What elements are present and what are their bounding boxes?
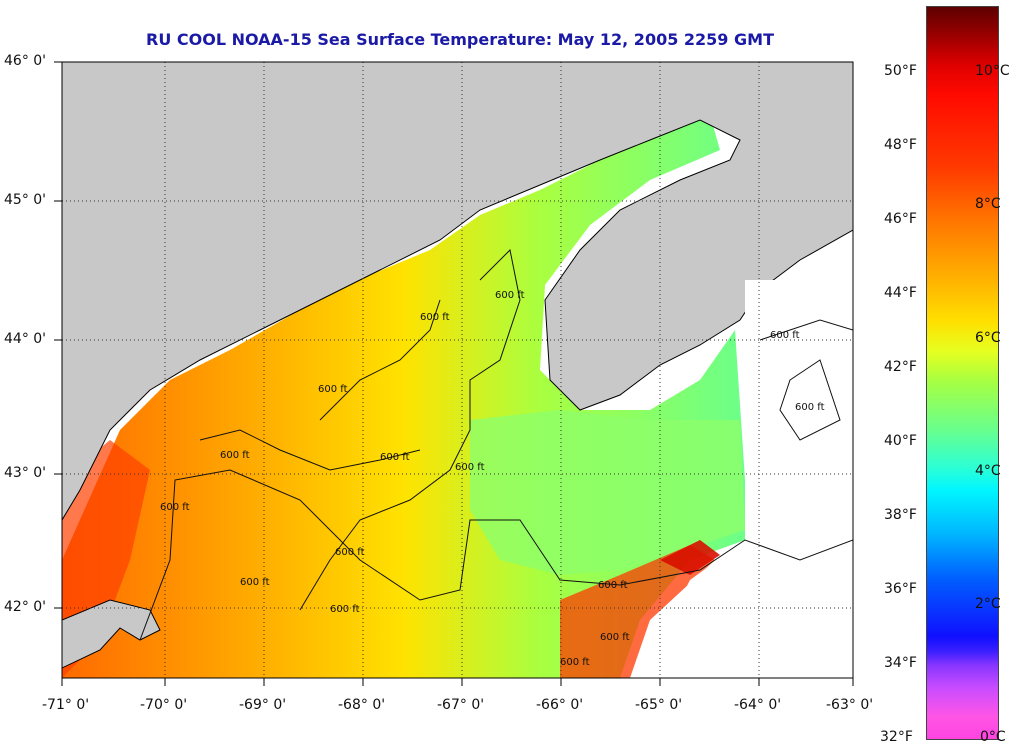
lon-label: -64° 0' bbox=[734, 697, 782, 713]
colorbar-c-label: 10°C bbox=[975, 63, 1010, 79]
contour-label: 600 ft bbox=[600, 632, 630, 643]
contour-label: 600 ft bbox=[160, 502, 190, 513]
contour-label: 600 ft bbox=[220, 450, 250, 461]
contour-label: 600 ft bbox=[560, 657, 590, 668]
lon-label: -66° 0' bbox=[536, 697, 584, 713]
map-border bbox=[61, 61, 854, 679]
contour-label: 600 ft bbox=[770, 330, 800, 341]
map-title: RU COOL NOAA-15 Sea Surface Temperature:… bbox=[146, 30, 774, 49]
lat-label-42: 42° 0' bbox=[4, 599, 47, 615]
sst-map: 600 ft 600 ft 600 ft 600 ft 600 ft 600 f… bbox=[54, 61, 854, 686]
graticule bbox=[62, 62, 853, 678]
contour-label: 600 ft bbox=[795, 402, 825, 413]
contour-label: 600 ft bbox=[495, 290, 525, 301]
contour-label: 600 ft bbox=[318, 384, 348, 395]
lon-label: -67° 0' bbox=[437, 697, 485, 713]
colorbar-c-label: 0°C bbox=[980, 729, 1006, 745]
colorbar-f-label: 34°F bbox=[884, 655, 917, 671]
colorbar-f-label: 50°F bbox=[884, 63, 917, 79]
colorbar-f-label: 36°F bbox=[884, 581, 917, 597]
lon-label: -70° 0' bbox=[140, 697, 188, 713]
cool-water-patch bbox=[470, 410, 745, 575]
contour-label: 600 ft bbox=[380, 452, 410, 463]
colorbar-c-label: 6°C bbox=[975, 330, 1001, 346]
land-new-england bbox=[62, 62, 853, 521]
colorbar-f-label: 32°F bbox=[880, 729, 913, 745]
colorbar-c-label: 4°C bbox=[975, 463, 1001, 479]
colorbar-f-label: 44°F bbox=[884, 285, 917, 301]
lon-label: -63° 0' bbox=[826, 697, 874, 713]
colorbar-f-label: 46°F bbox=[884, 211, 917, 227]
colorbar-c-label: 8°C bbox=[975, 196, 1001, 212]
lat-label-43: 43° 0' bbox=[4, 465, 47, 481]
contour-label: 600 ft bbox=[330, 604, 360, 615]
lon-label: -71° 0' bbox=[42, 697, 90, 713]
colorbar-f-label: 40°F bbox=[884, 433, 917, 449]
colorbar-f-label: 38°F bbox=[884, 507, 917, 523]
lon-label: -65° 0' bbox=[635, 697, 683, 713]
temperature-colorbar bbox=[926, 6, 999, 740]
lon-label: -69° 0' bbox=[239, 697, 287, 713]
lon-label: -68° 0' bbox=[338, 697, 386, 713]
colorbar-f-label: 42°F bbox=[884, 359, 917, 375]
axis-ticks bbox=[54, 61, 854, 686]
warm-water-region bbox=[560, 545, 715, 678]
shelf-edge-warm-front bbox=[660, 540, 720, 575]
colorbar-c-label: 2°C bbox=[975, 596, 1001, 612]
lat-label-45: 45° 0' bbox=[4, 192, 47, 208]
contour-label: 600 ft bbox=[455, 462, 485, 473]
lat-label-44: 44° 0' bbox=[4, 331, 47, 347]
contour-label: 600 ft bbox=[240, 577, 270, 588]
no-data-region bbox=[640, 280, 853, 678]
colorbar-f-label: 48°F bbox=[884, 137, 917, 153]
contour-label: 600 ft bbox=[420, 312, 450, 323]
depth-contours bbox=[139, 248, 853, 641]
contour-label: 600 ft bbox=[335, 547, 365, 558]
lat-label-46: 46° 0' bbox=[4, 53, 47, 69]
contour-label: 600 ft bbox=[598, 580, 628, 591]
